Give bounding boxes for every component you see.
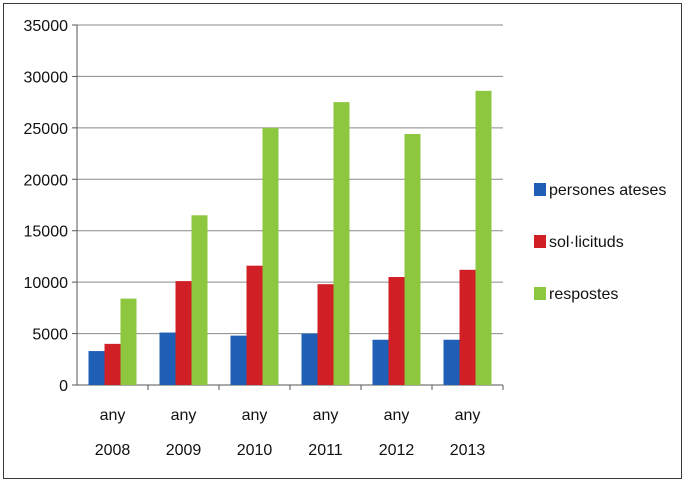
- x-category-label-line2: 2013: [450, 442, 486, 459]
- x-category-label-line1: any: [384, 407, 410, 424]
- y-tick-label: 35000: [24, 18, 69, 35]
- legend-label: sol·licituds: [549, 234, 624, 251]
- bars: [88, 90, 492, 386]
- x-category-label-line2: 2012: [379, 442, 415, 459]
- y-tick-label: 5000: [32, 327, 68, 344]
- bar-sol-licituds-2010: [246, 265, 263, 385]
- bar-persones-ateses-2009: [159, 332, 176, 385]
- bar-persones-ateses-2012: [372, 339, 389, 385]
- bar-sol-licituds-2011: [317, 284, 334, 385]
- legend-swatch: [534, 287, 546, 300]
- bar-respostes-2013: [475, 90, 492, 385]
- bar-respostes-2009: [191, 215, 208, 385]
- bar-respostes-2011: [333, 102, 350, 386]
- x-category-label-line1: any: [455, 407, 481, 424]
- axes: [72, 24, 504, 390]
- legend-swatch: [534, 235, 546, 248]
- gridlines: [77, 24, 503, 335]
- y-tick-label: 25000: [24, 121, 69, 138]
- bar-respostes-2010: [262, 127, 279, 385]
- x-category-label-line2: 2010: [237, 442, 273, 459]
- y-tick-label: 30000: [24, 69, 69, 86]
- bar-respostes-2008: [120, 298, 137, 385]
- legend: persones ateses sol·licituds respostes: [534, 182, 666, 303]
- x-category-label-line2: 2008: [95, 442, 131, 459]
- bar-persones-ateses-2011: [301, 333, 318, 385]
- x-axis-category-labels: any 2008 any 2009 any 2010 any 2011 any 2012 any 20…: [95, 407, 486, 459]
- bar-sol-licituds-2009: [175, 281, 192, 385]
- bar-persones-ateses-2010: [230, 335, 247, 385]
- y-tick-label: 15000: [24, 224, 69, 241]
- bar-sol-licituds-2012: [388, 277, 405, 385]
- y-axis-tick-labels: 0 5000 10000 15000 20000 25000 30000 35000: [24, 18, 69, 395]
- x-category-label-line1: any: [242, 407, 268, 424]
- x-category-label-line1: any: [171, 407, 197, 424]
- y-tick-label: 10000: [24, 275, 69, 292]
- bar-sol-licituds-2013: [459, 269, 476, 385]
- x-category-label-line1: any: [100, 407, 126, 424]
- legend-label: respostes: [549, 286, 618, 303]
- legend-swatch: [534, 183, 546, 196]
- bar-persones-ateses-2013: [443, 339, 460, 385]
- bar-sol-licituds-2008: [104, 343, 121, 385]
- bar-persones-ateses-2008: [88, 351, 105, 385]
- x-category-label-line1: any: [313, 407, 339, 424]
- y-tick-label: 20000: [24, 172, 69, 189]
- y-tick-label: 0: [59, 378, 68, 395]
- bar-respostes-2012: [404, 134, 421, 385]
- x-category-label-line2: 2011: [308, 442, 343, 459]
- x-category-label-line2: 2009: [166, 442, 202, 459]
- legend-label: persones ateses: [549, 182, 666, 199]
